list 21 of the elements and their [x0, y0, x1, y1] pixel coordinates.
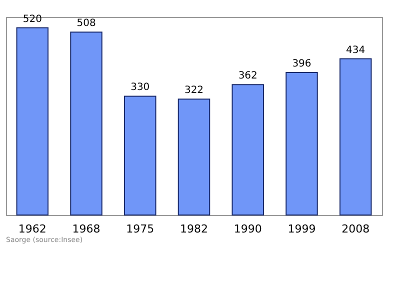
bar [16, 27, 49, 216]
bar [339, 58, 372, 216]
x-tick-label: 1982 [180, 222, 208, 236]
data-label: 396 [292, 58, 312, 70]
data-label: 362 [238, 70, 258, 82]
data-label: 434 [346, 44, 366, 56]
x-tick-label: 1999 [288, 222, 316, 236]
bar [286, 72, 318, 216]
x-tick-label: 2008 [342, 222, 370, 236]
x-tick-label: 1975 [126, 222, 154, 236]
bar [124, 96, 156, 216]
x-tick-label: 1962 [18, 222, 46, 236]
bar [232, 84, 264, 216]
bar [178, 98, 210, 216]
data-label: 520 [22, 14, 42, 25]
x-tick-label: 1968 [72, 222, 100, 236]
x-tick-label: 1990 [234, 222, 262, 236]
data-label: 322 [184, 85, 204, 96]
data-label: 508 [76, 18, 96, 30]
data-label: 330 [130, 82, 150, 94]
bar [70, 32, 102, 216]
